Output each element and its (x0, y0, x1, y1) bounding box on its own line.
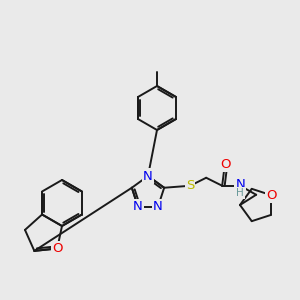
Text: O: O (52, 242, 62, 255)
Text: N: N (235, 178, 245, 191)
Text: N: N (133, 200, 143, 213)
Text: N: N (153, 200, 163, 213)
Text: O: O (220, 158, 230, 171)
Text: O: O (266, 188, 277, 202)
Text: H: H (236, 188, 244, 198)
Text: S: S (186, 179, 194, 192)
Text: N: N (143, 169, 153, 182)
